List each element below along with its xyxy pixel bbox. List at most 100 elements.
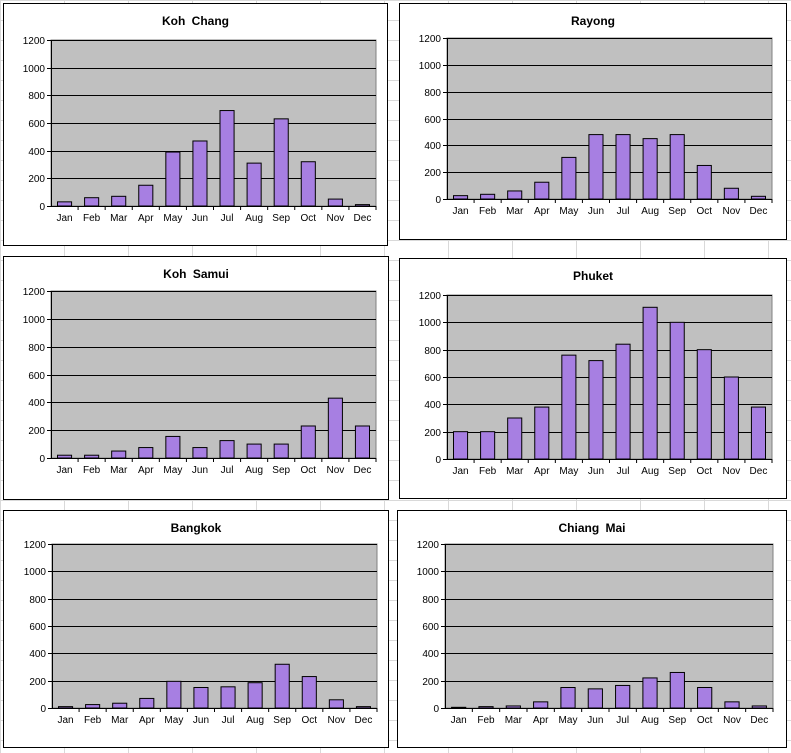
- y-tick-label: 0: [435, 455, 441, 466]
- x-tick-label: Mar: [505, 715, 523, 726]
- chart-koh-chang: Koh Chang 0 200 400 600 800 1000 1200 Jan Feb Mar…: [3, 3, 388, 246]
- bar-jul: [219, 440, 235, 459]
- x-tick-label: Mar: [111, 715, 129, 726]
- bar-jul: [615, 684, 631, 709]
- bar-jun: [192, 140, 208, 207]
- chart-title: Chiang Mai: [558, 521, 626, 535]
- x-tick-label: Oct: [301, 465, 317, 476]
- bar-jun: [587, 688, 603, 709]
- y-tick-label: 0: [40, 704, 46, 715]
- x-tick-label: Sep: [668, 715, 686, 726]
- x-tick-label: Sep: [272, 213, 290, 224]
- bar-oct: [697, 687, 713, 709]
- y-tick-label: 400: [422, 649, 439, 660]
- x-tick-label: Dec: [355, 715, 373, 726]
- x-tick-label: Jan: [57, 715, 73, 726]
- chart-koh-samui: Koh Samui 0 200 400 600 800 1000 1200 Jan Feb Mar…: [3, 256, 389, 500]
- x-tick-label: Feb: [83, 213, 101, 224]
- bar-dec: [355, 706, 371, 709]
- y-tick-label: 1000: [23, 64, 46, 75]
- x-tick-label: Oct: [697, 206, 713, 217]
- chart-rayong: Rayong 0 200 400 600 800 1000 1200 Jan Feb Mar Apr…: [399, 3, 787, 240]
- x-tick-label: Jun: [587, 715, 603, 726]
- x-tick-label: Mar: [506, 466, 524, 477]
- x-tick-label: Jan: [56, 213, 72, 224]
- bar-aug: [642, 306, 658, 460]
- bar-aug: [642, 138, 658, 200]
- x-tick-label: Jun: [193, 715, 209, 726]
- bar-sep: [273, 118, 289, 207]
- x-tick-label: Nov: [722, 206, 740, 217]
- x-tick-label: Aug: [641, 715, 659, 726]
- x-tick-label: May: [559, 466, 578, 477]
- bar-sep: [274, 663, 290, 709]
- x-tick-label: Jul: [617, 206, 630, 217]
- plot-area: [446, 37, 773, 200]
- x-tick-label: Mar: [506, 206, 524, 217]
- bar-nov: [723, 376, 739, 460]
- chart-svg: 0 200 400 600 800 1000 1200 Jan Feb Mar Apr May Jun J…: [417, 540, 774, 726]
- y-tick-label: 400: [29, 649, 46, 660]
- x-tick-label: Oct: [302, 715, 318, 726]
- y-tick-label: 200: [424, 168, 441, 179]
- y-tick-label: 1000: [419, 61, 442, 72]
- bar-mar: [507, 417, 523, 460]
- chart-svg: 0 200 400 600 800 1000 1200 Jan Feb Mar Apr May Jun J…: [419, 34, 773, 217]
- bar-may: [561, 156, 577, 200]
- x-tick-label: Sep: [668, 206, 686, 217]
- bar-apr: [139, 697, 155, 709]
- y-tick-label: 800: [424, 88, 441, 99]
- x-tick-label: Jun: [192, 213, 208, 224]
- x-tick-label: Jun: [588, 466, 604, 477]
- bar-nov: [723, 187, 739, 200]
- x-tick-label: Apr: [534, 206, 550, 217]
- x-tick-label: Feb: [84, 715, 102, 726]
- y-tick-label: 800: [28, 343, 45, 354]
- y-tick-label: 0: [39, 202, 45, 213]
- y-tick-label: 0: [433, 704, 439, 715]
- bar-nov: [327, 397, 343, 459]
- y-tick-label: 400: [28, 398, 45, 409]
- bar-oct: [300, 161, 316, 207]
- bar-oct: [301, 676, 317, 709]
- bar-nov: [724, 701, 740, 709]
- x-tick-label: Jul: [617, 466, 630, 477]
- x-tick-label: Feb: [479, 466, 497, 477]
- chart-svg: 0 200 400 600 800 1000 1200 Jan Feb Mar Apr May Jun J…: [24, 540, 378, 726]
- x-tick-label: Dec: [750, 715, 768, 726]
- bar-apr: [138, 184, 154, 207]
- y-tick-label: 400: [424, 141, 441, 152]
- bar-jun: [588, 360, 604, 460]
- x-tick-label: Jan: [452, 466, 468, 477]
- bar-jan: [453, 431, 469, 460]
- bar-aug: [246, 162, 262, 207]
- x-tick-label: Jul: [222, 715, 235, 726]
- bar-aug: [246, 443, 262, 459]
- x-tick-label: Sep: [668, 466, 686, 477]
- bar-dec: [354, 204, 370, 207]
- bar-may: [561, 354, 577, 460]
- bar-dec: [750, 406, 766, 460]
- bar-mar: [505, 705, 521, 709]
- x-tick-label: Dec: [354, 465, 372, 476]
- bar-jul: [219, 110, 235, 207]
- chart-phuket: Phuket 0 200 400 600 800 1000 1200 Jan Feb Mar Apr…: [399, 258, 787, 499]
- bar-dec: [750, 195, 766, 200]
- plot-area: [50, 290, 377, 459]
- x-tick-label: Feb: [479, 206, 497, 217]
- x-tick-label: May: [163, 213, 182, 224]
- bar-jan: [57, 201, 73, 207]
- x-tick-label: Feb: [83, 465, 101, 476]
- y-tick-label: 0: [435, 195, 441, 206]
- x-tick-label: Nov: [723, 715, 741, 726]
- y-tick-label: 0: [39, 454, 45, 465]
- chart-title: Koh Samui: [163, 267, 229, 281]
- bar-feb: [84, 197, 100, 207]
- y-tick-label: 1200: [417, 540, 440, 551]
- x-tick-label: Jan: [56, 465, 72, 476]
- bar-aug: [642, 677, 658, 709]
- bar-jan: [451, 706, 467, 709]
- bar-jul: [220, 686, 236, 709]
- bar-aug: [247, 682, 263, 709]
- x-tick-label: Aug: [246, 715, 264, 726]
